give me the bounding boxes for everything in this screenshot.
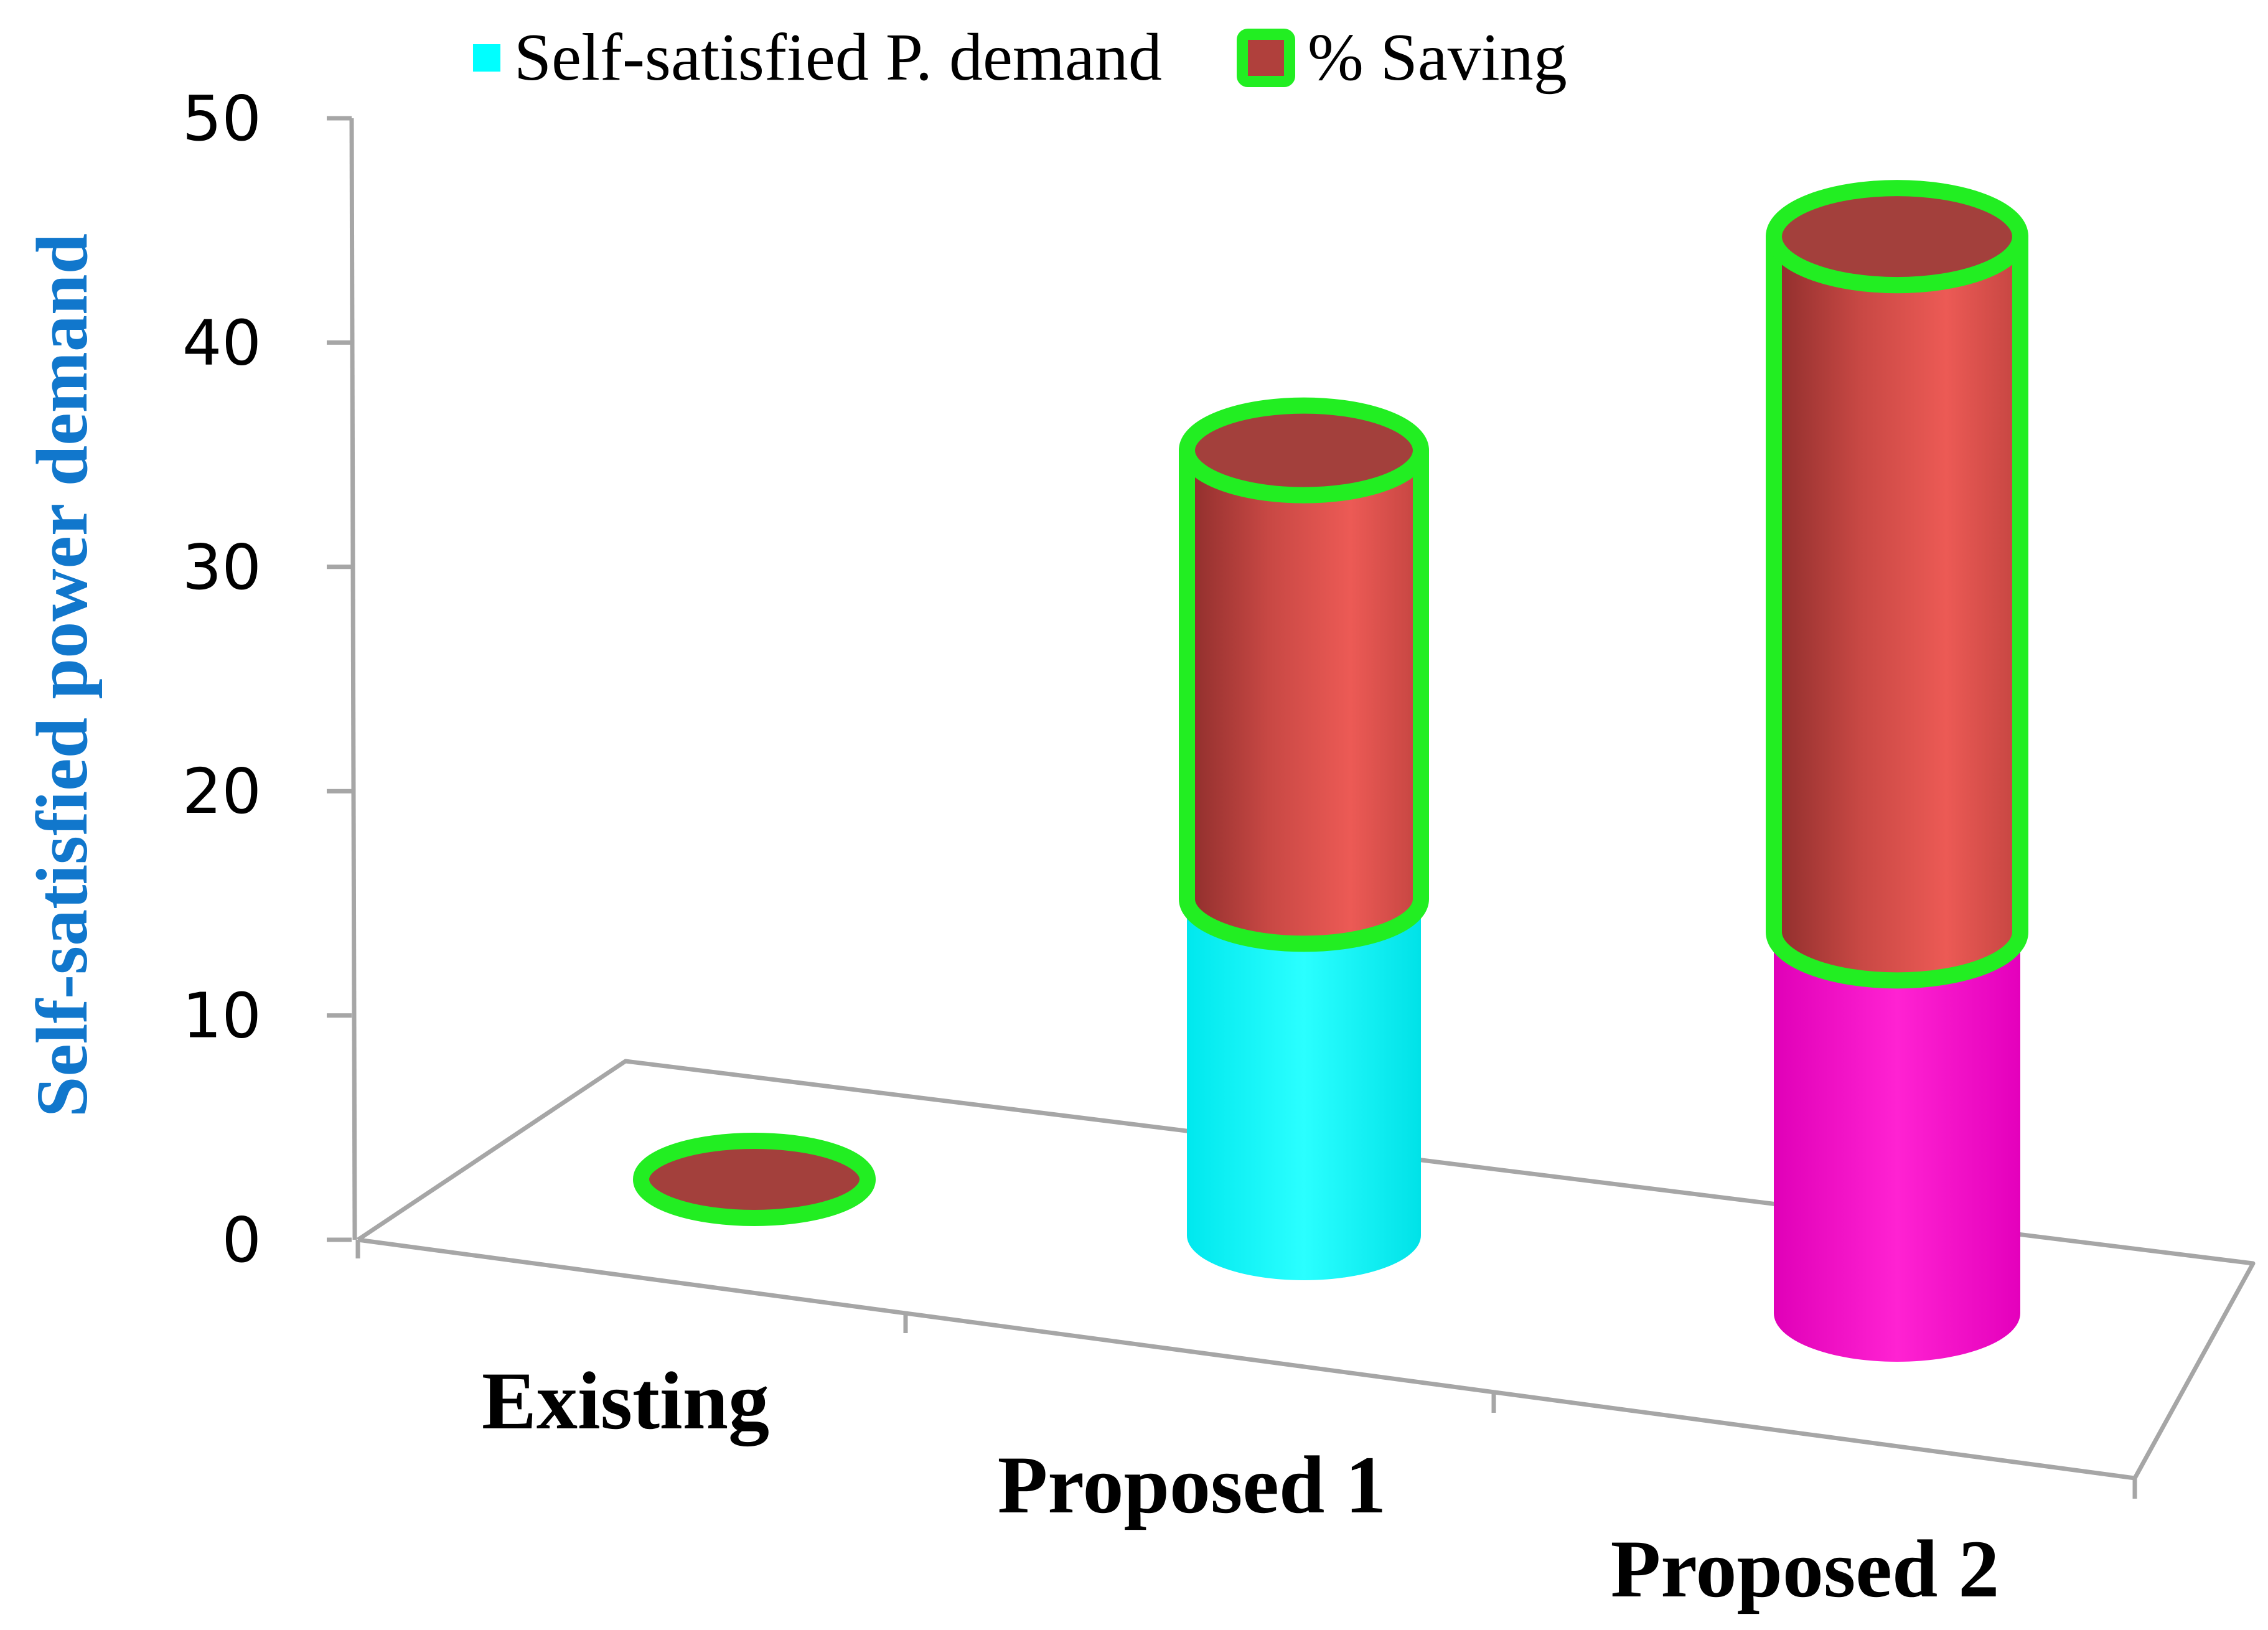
bar-self-satisfied xyxy=(1774,932,2020,1362)
y-tick-label: 30 xyxy=(182,531,261,604)
floor-plane xyxy=(357,1059,2256,1481)
legend-item-saving: % Saving xyxy=(1236,19,1567,96)
bar-saving xyxy=(1766,228,2028,989)
bar-self-satisfied xyxy=(1187,899,1421,1280)
legend-label-self-satisfied: Self-satisfied P. demand xyxy=(514,21,1162,95)
bars xyxy=(633,180,2028,1362)
bar-saving-disc xyxy=(633,1133,876,1226)
y-tick-label: 10 xyxy=(182,980,261,1052)
legend-item-self-satisfied: Self-satisfied P. demand xyxy=(473,19,1162,96)
y-tick-label: 0 xyxy=(222,1204,261,1276)
x-tick-label: Proposed 1 xyxy=(998,1439,1387,1530)
legend: Self-satisfied P. demand % Saving xyxy=(473,17,1642,98)
y-axis-line xyxy=(349,118,357,1240)
bar-saving xyxy=(1179,442,1429,952)
y-tick-label: 50 xyxy=(182,82,261,155)
y-tick-label: 20 xyxy=(182,755,261,828)
legend-swatch-saving xyxy=(1236,29,1295,87)
bar-saving-top xyxy=(1766,180,2028,294)
bar-saving-top xyxy=(1179,397,1429,504)
bar-group xyxy=(633,1133,876,1226)
legend-swatch-self-satisfied xyxy=(473,44,500,72)
legend-label-saving: % Saving xyxy=(1307,21,1567,95)
axes xyxy=(349,118,2256,1499)
y-tick-label: 40 xyxy=(182,306,261,379)
x-tick-label: Proposed 2 xyxy=(1611,1523,2000,1614)
bar-group xyxy=(1766,180,2028,1362)
x-axis-categories: Existing Proposed 1 Proposed 2 xyxy=(482,1355,1999,1614)
y-axis-ticks: 0 10 20 30 40 50 xyxy=(182,82,352,1276)
bar-group xyxy=(1179,397,1429,1280)
x-tick-label: Existing xyxy=(482,1355,769,1446)
